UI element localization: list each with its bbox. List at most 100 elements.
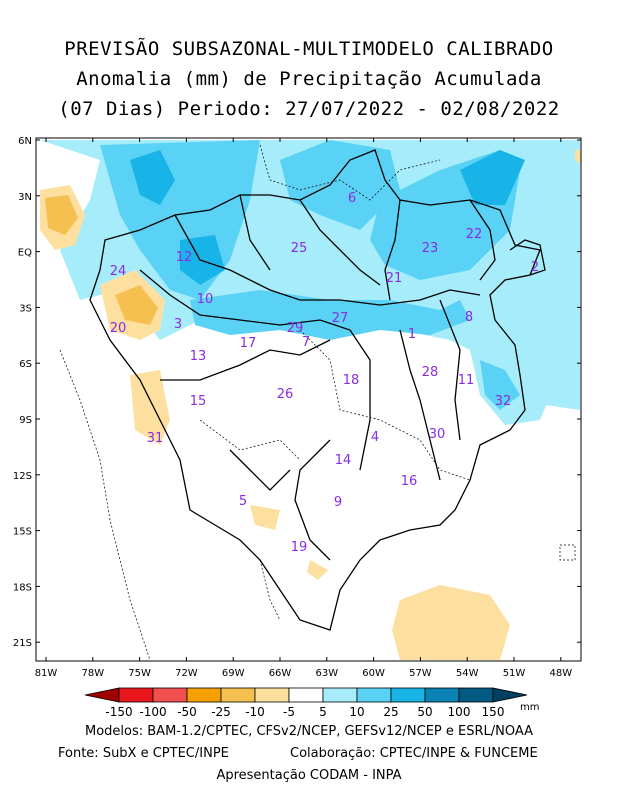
lat-label: 18S <box>13 582 32 593</box>
basin-boundaries <box>89 149 546 631</box>
basin-label-30: 30 <box>429 427 446 442</box>
basin-label-13: 13 <box>190 349 207 364</box>
lat-label: 12S <box>13 471 32 482</box>
basin-label-1: 1 <box>408 327 416 342</box>
wet-anomaly-medium-5 <box>480 360 520 410</box>
colorbar-tick-label: -50 <box>177 705 197 719</box>
lat-label: 3N <box>18 192 32 203</box>
lon-label: 60W <box>362 668 385 679</box>
dry-anomaly-west-2b <box>115 285 158 325</box>
lon-label: 51W <box>503 668 526 679</box>
basin-label-18: 18 <box>343 373 360 388</box>
footer-collaboration: Colaboração: CPTEC/INPE & FUNCEME <box>290 746 538 761</box>
basin-label-19: 19 <box>291 540 308 555</box>
basin-label-2: 2 <box>531 260 539 275</box>
basin-label-11: 11 <box>458 373 475 388</box>
colorbar-segment <box>390 687 426 703</box>
axis-ticks <box>36 138 581 661</box>
lon-label: 66W <box>269 668 292 679</box>
colorbar-segment <box>322 687 358 703</box>
basin-label-31: 31 <box>147 431 164 446</box>
colorbar-segment <box>492 687 528 703</box>
map-frame <box>35 137 582 662</box>
lat-label: 9S <box>19 415 32 426</box>
footer-source: Fonte: SubX e CPTEC/INPE <box>58 746 229 761</box>
colorbar-unit: mm <box>520 702 540 713</box>
colorbar-segment <box>458 687 494 703</box>
colorbar-segment <box>186 687 222 703</box>
wet-anomaly-strong-1 <box>130 150 175 205</box>
dry-anomaly-west-1b <box>45 195 78 235</box>
lat-label: 15S <box>13 527 32 538</box>
basin-label-23: 23 <box>422 241 439 256</box>
wet-anomaly-strong-3 <box>180 235 225 285</box>
basin-label-29: 29 <box>287 321 304 336</box>
lon-label: 72W <box>175 668 198 679</box>
lon-label: 57W <box>409 668 432 679</box>
colorbar-tick-label: 50 <box>417 705 432 719</box>
wet-anomaly-east-light <box>505 240 580 410</box>
lat-label: 6N <box>18 136 32 147</box>
colorbar-segment <box>288 687 324 703</box>
basin-label-12: 12 <box>176 250 193 265</box>
basin-label-22: 22 <box>466 227 483 242</box>
latitude-labels: 6N 3N EQ 3S 6S 9S 12S 15S 18S 21S <box>13 136 32 649</box>
footer-presentation: Apresentação CODAM - INPA <box>216 768 402 783</box>
country-borders <box>59 144 576 661</box>
basin-label-4: 4 <box>371 430 379 445</box>
basin-label-15: 15 <box>190 394 207 409</box>
basin-label-7: 7 <box>302 335 310 350</box>
colorbar-segment <box>118 687 154 703</box>
colorbar-segment <box>254 687 290 703</box>
dry-anomaly-west-3 <box>130 370 170 445</box>
basin-label-27: 27 <box>332 311 349 326</box>
colorbar-segment <box>84 687 120 703</box>
title-line-2: Anomalia (mm) de Precipitação Acumulada <box>76 68 542 90</box>
colorbar: -150 -100 -50 -25 -10 -5 5 10 25 50 100 150 <box>84 687 528 719</box>
wet-anomaly-strong-2 <box>460 150 525 205</box>
colorbar-segment <box>356 687 392 703</box>
lat-label: EQ <box>18 248 32 259</box>
title-line-1: PREVISÃO SUBSAZONAL-MULTIMODELO CALIBRAD… <box>64 38 554 60</box>
lon-label: 75W <box>128 668 151 679</box>
longitude-labels: 81W 78W 75W 72W 69W 66W 63W 60W 57W 54W 51W 48W <box>35 668 573 679</box>
basin-label-21: 21 <box>386 271 403 286</box>
lat-label: 6S <box>19 359 32 370</box>
basin-label-8: 8 <box>465 310 473 325</box>
lon-label: 54W <box>456 668 479 679</box>
basin-label-9: 9 <box>334 495 342 510</box>
dry-anomaly-north-east <box>575 150 581 165</box>
anomaly-shading <box>40 140 581 660</box>
basin-label-28: 28 <box>422 365 439 380</box>
wet-anomaly-medium-2 <box>280 140 400 230</box>
colorbar-tick-label: 100 <box>448 705 471 719</box>
colorbar-segment <box>152 687 188 703</box>
basin-label-16: 16 <box>401 474 418 489</box>
title-line-3: (07 Dias) Periodo: 27/07/2022 - 02/08/20… <box>58 98 560 120</box>
basin-label-20: 20 <box>110 321 127 336</box>
lat-label: 3S <box>19 303 32 314</box>
lon-label: 69W <box>222 668 245 679</box>
lon-label: 48W <box>549 668 572 679</box>
basin-label-10: 10 <box>197 292 214 307</box>
colorbar-tick-label: -25 <box>211 705 231 719</box>
colorbar-tick-label: 5 <box>319 705 327 719</box>
dry-anomaly-south-1 <box>250 505 280 530</box>
dry-anomaly-south-2 <box>307 560 328 580</box>
basin-label-24: 24 <box>110 264 127 279</box>
basin-number-labels: 1234567891011121314151617181920212223242… <box>110 191 539 555</box>
lon-label: 63W <box>315 668 338 679</box>
colorbar-segment <box>220 687 256 703</box>
basin-label-3: 3 <box>174 317 182 332</box>
basin-label-17: 17 <box>240 336 257 351</box>
lon-label: 81W <box>35 668 58 679</box>
basin-label-26: 26 <box>277 387 294 402</box>
lat-label: 21S <box>13 638 32 649</box>
basin-label-14: 14 <box>335 453 352 468</box>
lon-label: 78W <box>81 668 104 679</box>
basin-label-5: 5 <box>239 494 247 509</box>
basin-label-25: 25 <box>291 241 308 256</box>
dry-anomaly-south-east <box>392 585 510 660</box>
colorbar-tick-label: 25 <box>383 705 398 719</box>
